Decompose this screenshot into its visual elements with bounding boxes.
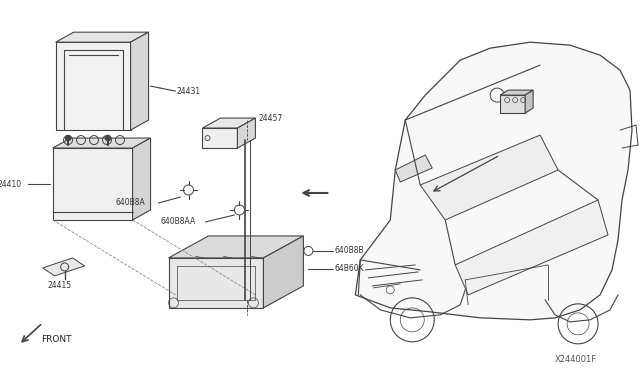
Polygon shape (525, 90, 533, 113)
Polygon shape (132, 138, 150, 220)
Text: 640B8AA: 640B8AA (161, 218, 196, 227)
Polygon shape (396, 155, 432, 182)
Polygon shape (56, 42, 131, 130)
Polygon shape (131, 32, 148, 130)
Text: 24457: 24457 (259, 113, 283, 123)
Polygon shape (500, 90, 533, 95)
Text: 64B60K: 64B60K (334, 264, 364, 273)
Polygon shape (500, 95, 525, 113)
Polygon shape (168, 258, 264, 308)
Text: FRONT: FRONT (41, 335, 71, 344)
Polygon shape (52, 138, 150, 148)
Text: 24415: 24415 (47, 281, 72, 291)
Polygon shape (168, 236, 303, 258)
Polygon shape (420, 135, 558, 220)
Polygon shape (202, 118, 255, 128)
Polygon shape (43, 258, 84, 276)
Polygon shape (202, 128, 237, 148)
Text: 640B8B: 640B8B (334, 246, 364, 256)
Text: 24410: 24410 (0, 180, 22, 189)
Polygon shape (355, 42, 632, 320)
Polygon shape (52, 148, 132, 220)
Circle shape (105, 135, 111, 141)
Circle shape (65, 135, 71, 141)
Polygon shape (237, 118, 255, 148)
Polygon shape (264, 236, 303, 308)
Polygon shape (56, 32, 148, 42)
Polygon shape (455, 200, 608, 295)
Text: X244001F: X244001F (555, 355, 597, 364)
Text: 24431: 24431 (177, 87, 200, 96)
Text: 640B8A: 640B8A (116, 199, 145, 208)
